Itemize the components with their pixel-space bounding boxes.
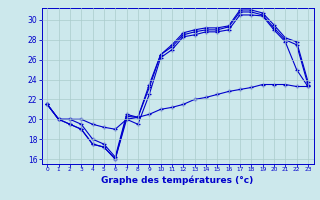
X-axis label: Graphe des températures (°c): Graphe des températures (°c) (101, 175, 254, 185)
